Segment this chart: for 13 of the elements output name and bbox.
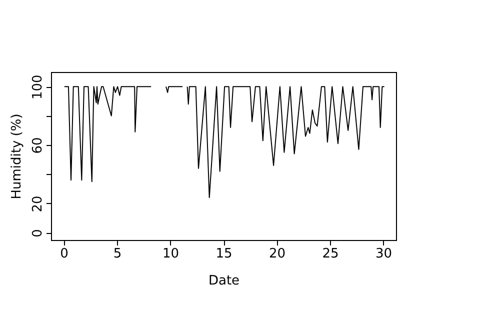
x-tick-label: 0 xyxy=(60,246,68,262)
x-tick-label: 10 xyxy=(162,246,180,262)
y-tick-label: 0 xyxy=(30,229,46,238)
x-tick-label: 5 xyxy=(113,246,122,262)
x-axis-title: Date xyxy=(208,274,240,288)
y-tick-label: 60 xyxy=(30,137,46,154)
x-tick-label: 20 xyxy=(268,246,286,262)
x-tick-label: 15 xyxy=(216,246,232,262)
y-tick-label: 20 xyxy=(30,196,46,212)
x-tick-label: 25 xyxy=(322,246,339,262)
y-tick-label: 100 xyxy=(30,74,46,100)
y-axis-title: Humidity (%) xyxy=(10,114,24,200)
x-tick-label: 30 xyxy=(375,246,392,262)
